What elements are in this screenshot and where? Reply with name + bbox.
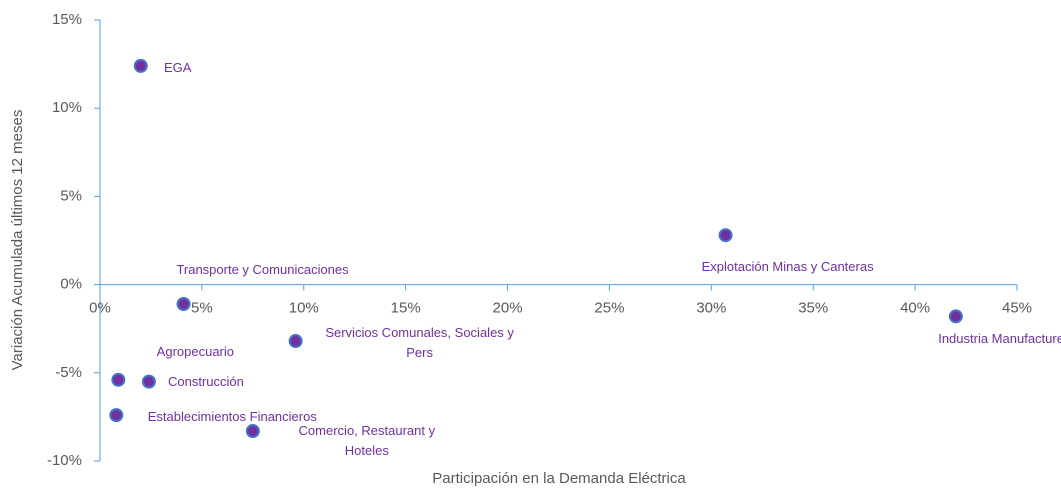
point — [245, 424, 260, 439]
x-tick-label: 30% — [696, 300, 726, 317]
y-tick-label: 0% — [60, 276, 82, 293]
y-tick-label: -5% — [55, 364, 82, 381]
x-tick-label: 20% — [493, 300, 523, 317]
x-tick-label: 0% — [89, 300, 111, 317]
point — [948, 309, 963, 324]
point — [288, 334, 303, 349]
point-label: Agropecuario — [156, 343, 234, 359]
y-tick-label: 10% — [52, 99, 82, 116]
point — [109, 408, 124, 423]
x-tick-label: 5% — [191, 300, 213, 317]
point-label: Transporte y Comunicaciones — [176, 262, 349, 277]
x-tick-label: 40% — [900, 300, 930, 317]
y-tick-label: 15% — [52, 11, 82, 28]
point — [176, 297, 191, 312]
point-label: Explotación Minas y Canteras — [701, 259, 874, 275]
y-tick-label: -10% — [47, 452, 82, 469]
point-label: Comercio, Restaurant y Hoteles — [298, 423, 436, 458]
y-axis-title: Variación Acumulada últimos 12 meses — [9, 110, 26, 371]
point-label: Servicios Comunales, Sociales y Pers — [325, 325, 514, 361]
x-tick-label: 10% — [289, 300, 319, 317]
point-label: Construcción — [167, 373, 244, 389]
point-label: Industria Manufacturera — [938, 331, 1061, 347]
point — [141, 374, 156, 389]
y-tick-label: 5% — [60, 187, 82, 204]
x-tick-label: 45% — [1002, 300, 1032, 317]
x-tick-label: 15% — [391, 300, 421, 317]
point-label: Establecimientos Financieros — [147, 409, 317, 425]
x-tick-label: 25% — [594, 300, 624, 317]
point — [718, 228, 733, 243]
x-axis-title: Participación en la Demanda Eléctrica — [432, 470, 686, 487]
point — [111, 372, 126, 387]
point — [133, 58, 148, 73]
point-label: EGA — [164, 59, 192, 75]
x-tick-label: 35% — [798, 300, 828, 317]
